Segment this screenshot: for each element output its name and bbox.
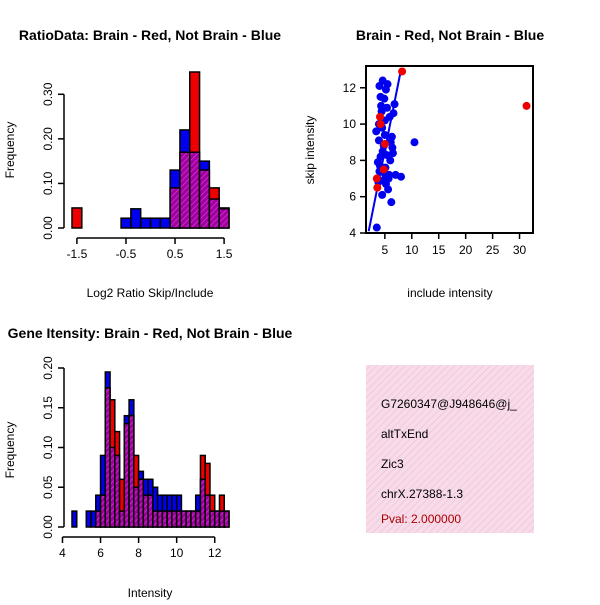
ratio-x-tick-label: -1.5 — [67, 247, 88, 261]
scatter-point-brain — [373, 183, 382, 192]
scatter-x-tick-label: 10 — [405, 243, 419, 257]
intensity-scatter: Brain - Red, Not Brain - Blue 5 10 15 20 25 3… — [303, 27, 544, 300]
scatter-x-tick-label: 20 — [459, 243, 473, 257]
ratio-bar — [139, 217, 152, 229]
scatter-point-brain — [398, 67, 407, 76]
ratio-x-tick-label: 0.5 — [167, 247, 184, 261]
scatter-y-tick-label: 12 — [343, 81, 357, 95]
info-panel: G7260347@J948646@j_ altTxEnd Zic3 chrX.2… — [366, 365, 534, 533]
gene-intensity-title: Gene Itensity: Brain - Red, Not Brain - … — [8, 325, 293, 341]
gene-intensity-histogram: Gene Itensity: Brain - Red, Not Brain - … — [3, 325, 293, 600]
gene-name-text: Zic3 — [381, 457, 404, 471]
scatter-point-brain — [376, 112, 385, 121]
intensity-scatter-ylabel: skip intensity — [303, 116, 317, 185]
gene-x-tick-label: 4 — [59, 546, 66, 560]
gene-bar — [71, 510, 78, 528]
ratio-bar — [120, 217, 132, 229]
scatter-point-not-brain — [387, 198, 396, 207]
ratio-y-tick-label: 0.00 — [41, 216, 55, 240]
gene-x-tick-label: 6 — [97, 546, 104, 560]
scatter-point-not-brain — [380, 130, 389, 139]
scatter-point-not-brain — [381, 85, 390, 94]
scatter-x-tick-label: 15 — [432, 243, 446, 257]
ratio-histogram-xlabel: Log2 Ratio Skip/Include — [87, 286, 214, 300]
ratio-bar — [159, 217, 171, 229]
scatter-y-tick-label: 4 — [349, 226, 356, 240]
ratio-overlap-hatch — [208, 198, 220, 229]
gene-y-tick-label: 0.10 — [41, 435, 55, 459]
event-type-text: altTxEnd — [381, 427, 428, 441]
gene-overlap-hatch — [223, 510, 230, 528]
scatter-point-brain — [379, 165, 388, 174]
scatter-point-not-brain — [397, 172, 406, 181]
gene-x-tick-label: 10 — [170, 546, 184, 560]
ratio-histogram: RatioData: Brain - Red, Not Brain - Blue… — [3, 27, 281, 300]
scatter-point-not-brain — [386, 156, 395, 165]
scatter-y-tick-label: 10 — [343, 117, 357, 131]
scatter-y-tick-label: 6 — [349, 190, 356, 204]
scatter-point-not-brain — [390, 100, 399, 109]
scatter-point-not-brain — [383, 103, 392, 112]
gene-intensity-xlabel: Intensity — [128, 586, 173, 600]
ratio-histogram-title: RatioData: Brain - Red, Not Brain - Blue — [19, 27, 281, 43]
ratio-overlap-hatch — [189, 151, 201, 229]
scatter-plot-frame — [365, 65, 534, 234]
scatter-point-not-brain — [380, 94, 389, 103]
ratio-bar — [71, 207, 83, 229]
intensity-scatter-title: Brain - Red, Not Brain - Blue — [356, 27, 544, 43]
scatter-x-tick-label: 5 — [382, 243, 389, 257]
ratio-overlap-hatch — [179, 151, 191, 229]
ratio-x-tick-label: -0.5 — [116, 247, 137, 261]
gene-y-tick-label: 0.00 — [41, 515, 55, 539]
ratio-bar — [149, 217, 162, 229]
gene-x-tick-label: 12 — [208, 546, 222, 560]
scatter-point-not-brain — [381, 179, 390, 188]
scatter-y-tick-label: 8 — [349, 153, 356, 167]
info-panel-background — [366, 365, 534, 533]
event-id-text: G7260347@J948646@j_ — [381, 397, 517, 411]
scatter-point-not-brain — [374, 136, 383, 145]
scatter-point-not-brain — [378, 190, 387, 199]
scatter-point-not-brain — [388, 143, 397, 152]
scatter-point-not-brain — [378, 147, 387, 156]
intensity-scatter-xlabel: include intensity — [407, 286, 492, 300]
ratio-y-tick-label: 0.10 — [41, 171, 55, 195]
scatter-point-not-brain — [372, 223, 381, 232]
ratio-x-tick-label: 1.5 — [216, 247, 233, 261]
gene-intensity-ylabel: Frequency — [3, 422, 17, 479]
ratio-bar — [130, 208, 142, 229]
ratio-overlap-hatch — [218, 208, 230, 229]
ratio-histogram-ylabel: Frequency — [3, 122, 17, 179]
pval-text: Pval: 2.000000 — [381, 512, 461, 526]
ratio-y-tick-label: 0.30 — [41, 82, 55, 106]
scatter-point-not-brain — [410, 138, 419, 147]
ratio-overlap-hatch — [169, 187, 181, 229]
gene-y-tick-label: 0.20 — [41, 356, 55, 380]
scatter-point-brain — [522, 101, 531, 110]
scatter-x-tick-label: 25 — [486, 243, 500, 257]
gene-y-tick-label: 0.15 — [41, 396, 55, 420]
scatter-x-tick-label: 30 — [513, 243, 527, 257]
scatter-point-not-brain — [372, 127, 381, 136]
scatter-point-not-brain — [389, 109, 398, 118]
scatter-point-not-brain — [373, 158, 382, 167]
location-text: chrX.27388-1.3 — [381, 487, 463, 501]
ratio-y-tick-label: 0.20 — [41, 127, 55, 151]
scatter-point-brain — [380, 140, 389, 149]
ratio-overlap-hatch — [198, 169, 211, 229]
gene-x-tick-label: 8 — [135, 546, 142, 560]
scatter-point-not-brain — [375, 81, 384, 90]
scatter-point-brain — [376, 120, 385, 129]
scatter-point-brain — [372, 174, 381, 183]
gene-y-tick-label: 0.05 — [41, 475, 55, 499]
